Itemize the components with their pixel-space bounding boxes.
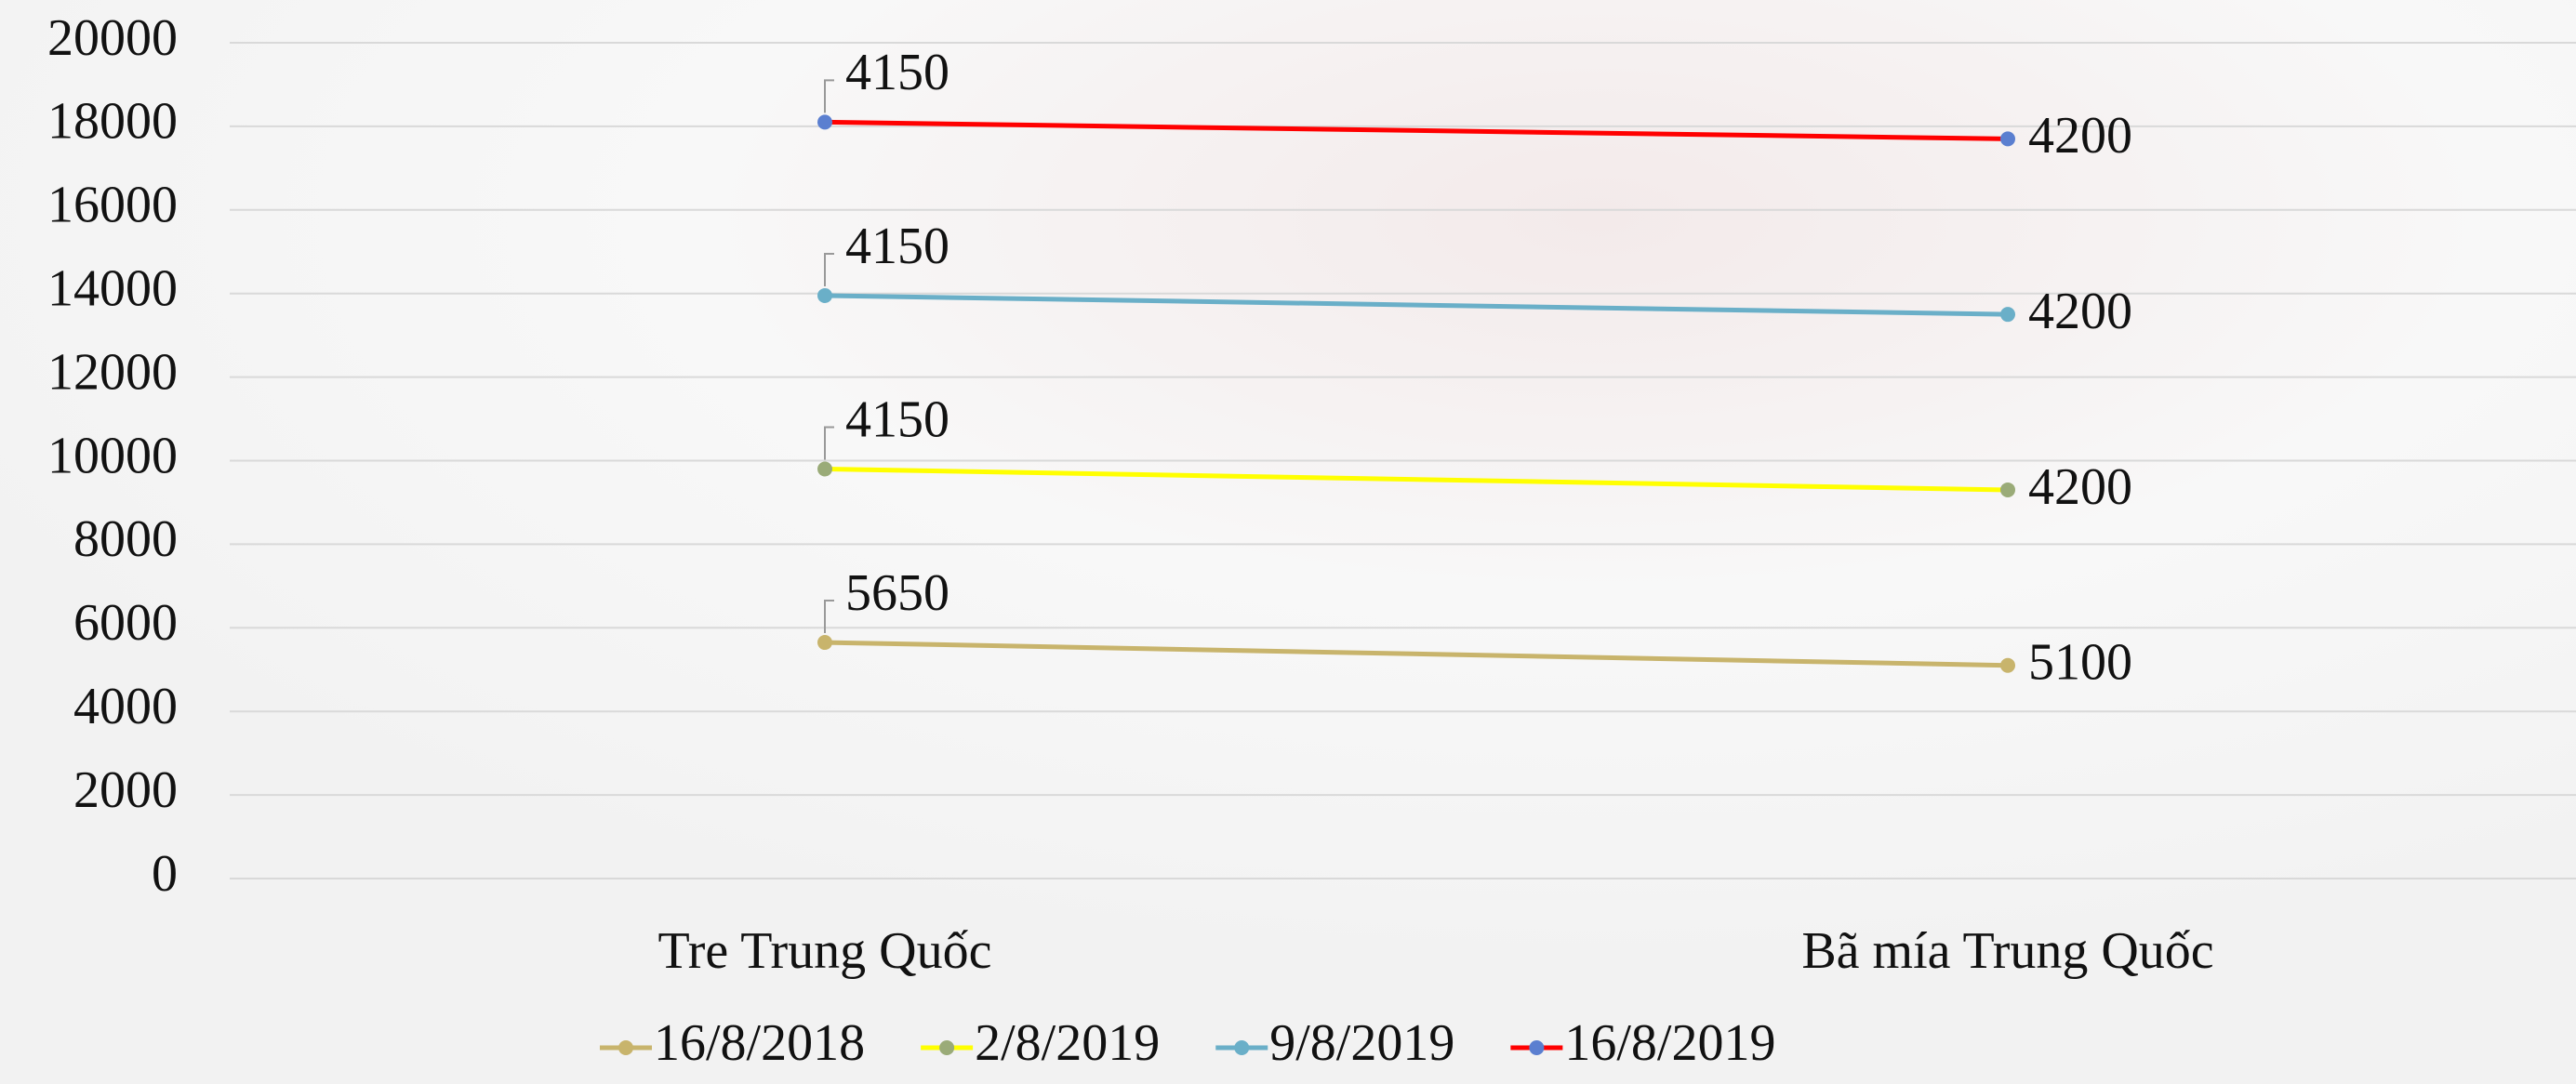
- x-tick-label: Tre Trung Quốc: [658, 922, 992, 980]
- marker: [817, 114, 832, 130]
- legend-marker: [939, 1040, 955, 1055]
- legend-label: 16/8/2018: [654, 1014, 865, 1072]
- data-label: 4200: [2028, 283, 2132, 340]
- series-line: [824, 293, 2009, 317]
- legend-marker: [618, 1040, 633, 1055]
- y-tick-label: 20000: [47, 9, 178, 67]
- y-tick-label: 2000: [73, 761, 178, 819]
- data-label: 4150: [845, 390, 949, 448]
- series-line: [824, 640, 2009, 668]
- series-line: [824, 466, 2009, 493]
- marker: [2000, 307, 2015, 323]
- y-tick-label: 8000: [73, 510, 178, 568]
- marker: [817, 461, 832, 477]
- legend-marker: [1529, 1040, 1545, 1055]
- legend-label: 16/8/2019: [1564, 1014, 1775, 1072]
- legend-marker: [1234, 1040, 1250, 1055]
- legend-label: 9/8/2019: [1269, 1014, 1454, 1072]
- y-tick-label: 0: [152, 845, 178, 903]
- data-label: 4150: [845, 44, 949, 101]
- y-tick-label: 16000: [47, 177, 178, 234]
- marker: [2000, 657, 2015, 673]
- data-label: 5100: [2028, 634, 2132, 692]
- marker: [817, 287, 832, 303]
- data-label: 4200: [2028, 458, 2132, 516]
- leader-line: [824, 600, 834, 634]
- marker: [2000, 131, 2015, 147]
- x-tick-label: Bã mía Trung Quốc: [1801, 922, 2213, 980]
- data-label: 5650: [845, 564, 949, 622]
- y-tick-label: 4000: [73, 678, 178, 735]
- y-tick-label: 12000: [47, 343, 178, 401]
- y-tick-label: 6000: [73, 594, 178, 652]
- legend-label: 2/8/2019: [975, 1014, 1160, 1072]
- y-tick-label: 14000: [47, 260, 178, 318]
- marker: [817, 635, 832, 651]
- leader-line: [824, 79, 834, 113]
- data-label: 4150: [845, 218, 949, 275]
- data-label: 4200: [2028, 107, 2132, 165]
- series-line: [824, 119, 2009, 141]
- leader-line: [824, 426, 834, 460]
- y-tick-label: 10000: [47, 427, 178, 484]
- y-tick-label: 18000: [47, 93, 178, 151]
- marker: [2000, 482, 2015, 497]
- leader-line: [824, 252, 834, 286]
